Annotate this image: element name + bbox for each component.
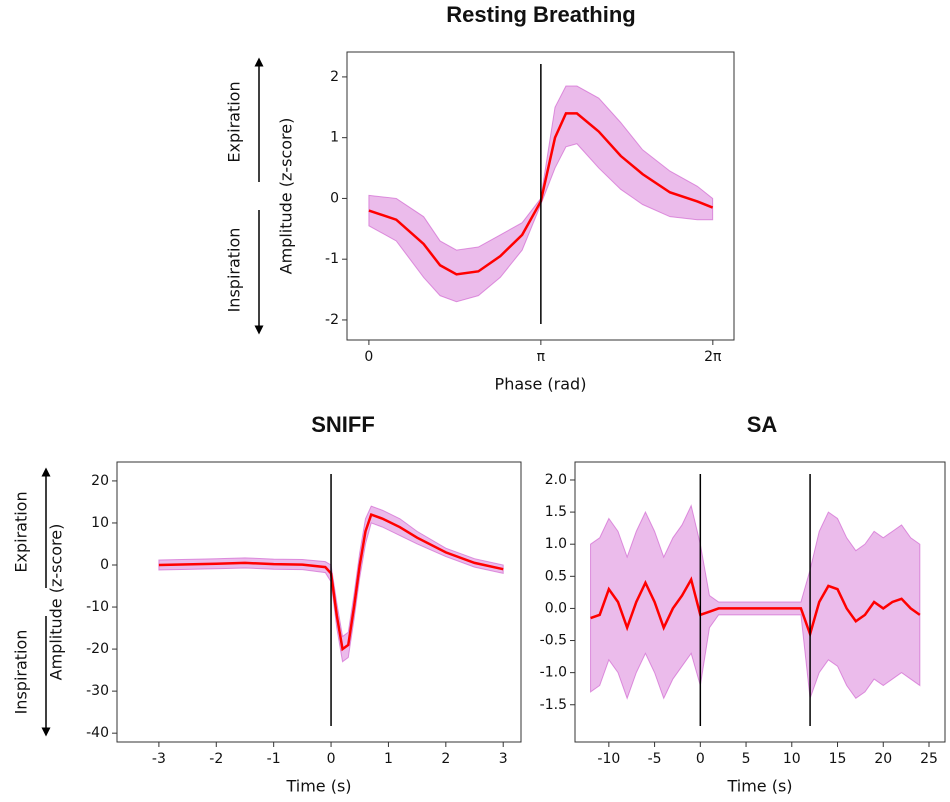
annotation: Expiration — [12, 491, 31, 572]
x-tick-label: 20 — [874, 751, 892, 767]
y-tick-label: -20 — [86, 641, 109, 657]
x-tick-label: 25 — [920, 751, 938, 767]
plot-frame — [574, 461, 946, 743]
mean-line — [590, 576, 921, 639]
x-tick-label: -1 — [267, 751, 281, 767]
x-axis-label: Phase (rad) — [495, 375, 587, 394]
y-tick-label: 0 — [330, 190, 339, 206]
y-tick-label: 0.5 — [545, 568, 567, 584]
y-tick-label: -0.5 — [540, 633, 567, 649]
y-axis-label: Amplitude (z-score) — [47, 524, 66, 681]
x-axis-label: Time (s) — [726, 777, 792, 796]
y-tick-label: 20 — [91, 473, 109, 489]
x-tick-label: 15 — [829, 751, 847, 767]
chart-title: SA — [747, 412, 778, 437]
y-tick-label: 0 — [100, 557, 109, 573]
x-tick-label: -10 — [597, 751, 620, 767]
x-axis-label: Time (s) — [285, 777, 351, 796]
y-tick-label: 1.0 — [545, 536, 567, 552]
plot-frame — [116, 461, 522, 743]
x-tick-label: 0 — [696, 751, 705, 767]
y-tick-label: -1 — [325, 251, 339, 267]
y-tick-label: 2 — [330, 69, 339, 85]
x-tick-label: 1 — [384, 751, 393, 767]
band — [368, 85, 714, 303]
chart-title: Resting Breathing — [446, 2, 635, 27]
x-tick-label: 10 — [783, 751, 801, 767]
y-tick-label: -1.0 — [540, 665, 567, 681]
y-tick-label: -30 — [86, 683, 109, 699]
annotation: Expiration — [225, 81, 244, 162]
x-tick-label: -3 — [152, 751, 166, 767]
x-tick-label: 2π — [704, 349, 722, 365]
mean-line — [368, 112, 714, 276]
band — [158, 505, 504, 663]
x-tick-label: π — [537, 349, 546, 365]
x-tick-label: 3 — [499, 751, 508, 767]
x-tick-label: 0 — [364, 349, 373, 365]
x-tick-label: 5 — [742, 751, 751, 767]
annotation: Inspiration — [225, 228, 244, 313]
x-tick-label: -2 — [209, 751, 223, 767]
y-tick-label: 2.0 — [545, 472, 567, 488]
mean-line — [158, 512, 504, 652]
y-tick-label: -1.5 — [540, 697, 567, 713]
y-axis-label: Amplitude (z-score) — [277, 118, 296, 275]
y-tick-label: -2 — [325, 312, 339, 328]
x-tick-label: 0 — [327, 751, 336, 767]
y-tick-label: 10 — [91, 515, 109, 531]
x-tick-label: -5 — [648, 751, 662, 767]
chart-title: SNIFF — [311, 412, 375, 437]
y-tick-label: 1.5 — [545, 504, 567, 520]
y-tick-label: -40 — [86, 725, 109, 741]
band — [590, 504, 921, 700]
y-tick-label: 0.0 — [545, 600, 567, 616]
y-tick-label: 1 — [330, 130, 339, 146]
annotation: Inspiration — [12, 630, 31, 715]
x-tick-label: 2 — [441, 751, 450, 767]
y-tick-label: -10 — [86, 599, 109, 615]
